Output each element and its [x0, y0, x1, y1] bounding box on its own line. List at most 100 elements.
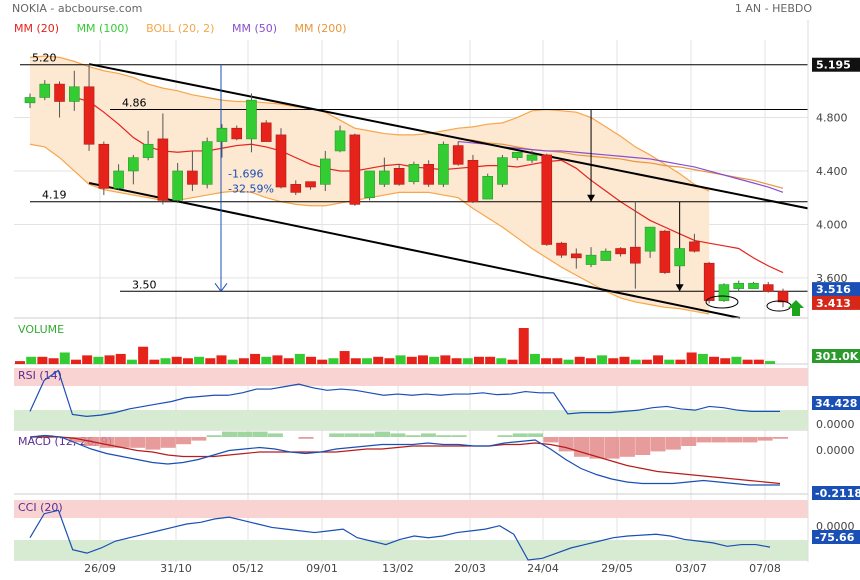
volume-bar [608, 358, 619, 364]
volume-bar [731, 356, 742, 364]
candle-up [511, 151, 523, 158]
volume-last-box [812, 349, 860, 363]
x-tick-label: 13/02 [382, 562, 414, 575]
price-box-label: 3.516 [816, 283, 851, 296]
volume-last-value: 301.0K [815, 350, 859, 363]
volume-bar [585, 358, 596, 364]
volume-bar [720, 358, 731, 364]
volume-bar [675, 359, 686, 364]
rsi-last-value: 34.428 [815, 397, 857, 410]
candle-up [438, 143, 449, 185]
macd-histogram [681, 437, 697, 446]
candle-down [570, 253, 582, 259]
volume-bar [261, 356, 272, 364]
macd-histogram [267, 433, 283, 437]
macd-histogram [405, 435, 421, 437]
oversold-zone [14, 410, 808, 430]
legend-mm200[interactable]: MM (200) [294, 22, 347, 35]
price-box-label: 3.413 [816, 297, 851, 310]
measure-change: -1.696 [228, 168, 263, 181]
volume-bar [294, 353, 305, 364]
macd-histogram [344, 433, 360, 437]
volume-bar [362, 358, 373, 364]
macd-last-box [812, 486, 860, 500]
volume-bar [630, 359, 641, 364]
volume-bar [216, 355, 227, 364]
volume-bar [182, 358, 193, 364]
candle-up [600, 250, 612, 261]
candle-down [703, 262, 715, 301]
volume-bar [574, 356, 585, 364]
volume-bar [138, 346, 149, 364]
x-tick-label: 29/05 [601, 562, 633, 575]
candle-up [319, 158, 331, 185]
volume-bar [272, 355, 283, 364]
macd-histogram [742, 437, 758, 443]
macd-histogram [130, 437, 146, 448]
volume-bar [171, 356, 182, 364]
macd-histogram [68, 437, 84, 443]
x-tick-label: 03/07 [675, 562, 707, 575]
cci-y-tick: 0.0000 [816, 520, 855, 533]
macd-histogram [635, 437, 651, 455]
volume-bar [697, 353, 708, 364]
volume-bar [686, 352, 697, 364]
volume-bar [283, 358, 294, 364]
candle-down [467, 159, 479, 203]
legend-mm50[interactable]: MM (50) [231, 22, 278, 35]
macd-histogram [512, 433, 528, 437]
volume-bar [59, 352, 70, 364]
overbought-zone [14, 368, 808, 386]
volume-bar [93, 356, 104, 364]
macd-histogram [237, 431, 253, 437]
x-tick-label: 20/03 [454, 562, 486, 575]
volume-bar [227, 359, 238, 364]
macd-histogram [604, 437, 620, 459]
macd-histogram [390, 433, 406, 437]
candle-up [172, 170, 183, 201]
source-label: NOKIA - abcbourse.com [12, 2, 143, 15]
macd-histogram [191, 437, 207, 441]
macd-y-tick: 0.0000 [816, 444, 855, 457]
legend-mm20[interactable]: MM (20) [14, 22, 60, 35]
volume-bar [429, 356, 440, 364]
volume-bar [529, 353, 540, 364]
macd-histogram [420, 433, 436, 437]
cci-last-box [812, 530, 860, 544]
volume-bar [126, 359, 137, 364]
macd-line [29, 434, 780, 486]
candle-up [216, 127, 228, 142]
legend-boll[interactable]: BOLL (20, 2) [146, 22, 215, 35]
macd-histogram [436, 435, 452, 437]
macd-histogram [329, 433, 345, 437]
drop-arrowhead [675, 284, 684, 292]
candle-down [615, 248, 626, 255]
legend-mm100[interactable]: MM (100) [76, 22, 129, 35]
candle-down [157, 138, 169, 201]
candle-down [689, 241, 700, 252]
candle-up [644, 226, 656, 252]
macd-histogram [619, 437, 635, 457]
volume-bar [552, 358, 563, 364]
volume-bar [473, 356, 484, 364]
candle-up [128, 157, 139, 172]
volume-bar [619, 356, 630, 364]
cci-line [29, 509, 771, 561]
highlight-ellipse [766, 300, 792, 312]
volume-bar [70, 359, 81, 364]
macd-histogram [650, 437, 666, 452]
candle-down [393, 168, 405, 185]
candle-down [98, 143, 110, 189]
volume-bar [518, 328, 529, 364]
volume-bar [440, 355, 451, 364]
volume-bar [104, 355, 115, 364]
candle-up [246, 99, 257, 140]
candle-up [142, 143, 154, 158]
volume-bar [753, 359, 764, 364]
macd-histogram [176, 437, 192, 445]
candle-down [541, 154, 553, 245]
candle-up [718, 284, 730, 301]
y-tick-label: 4.000 [816, 218, 848, 231]
candle-down [349, 134, 361, 205]
